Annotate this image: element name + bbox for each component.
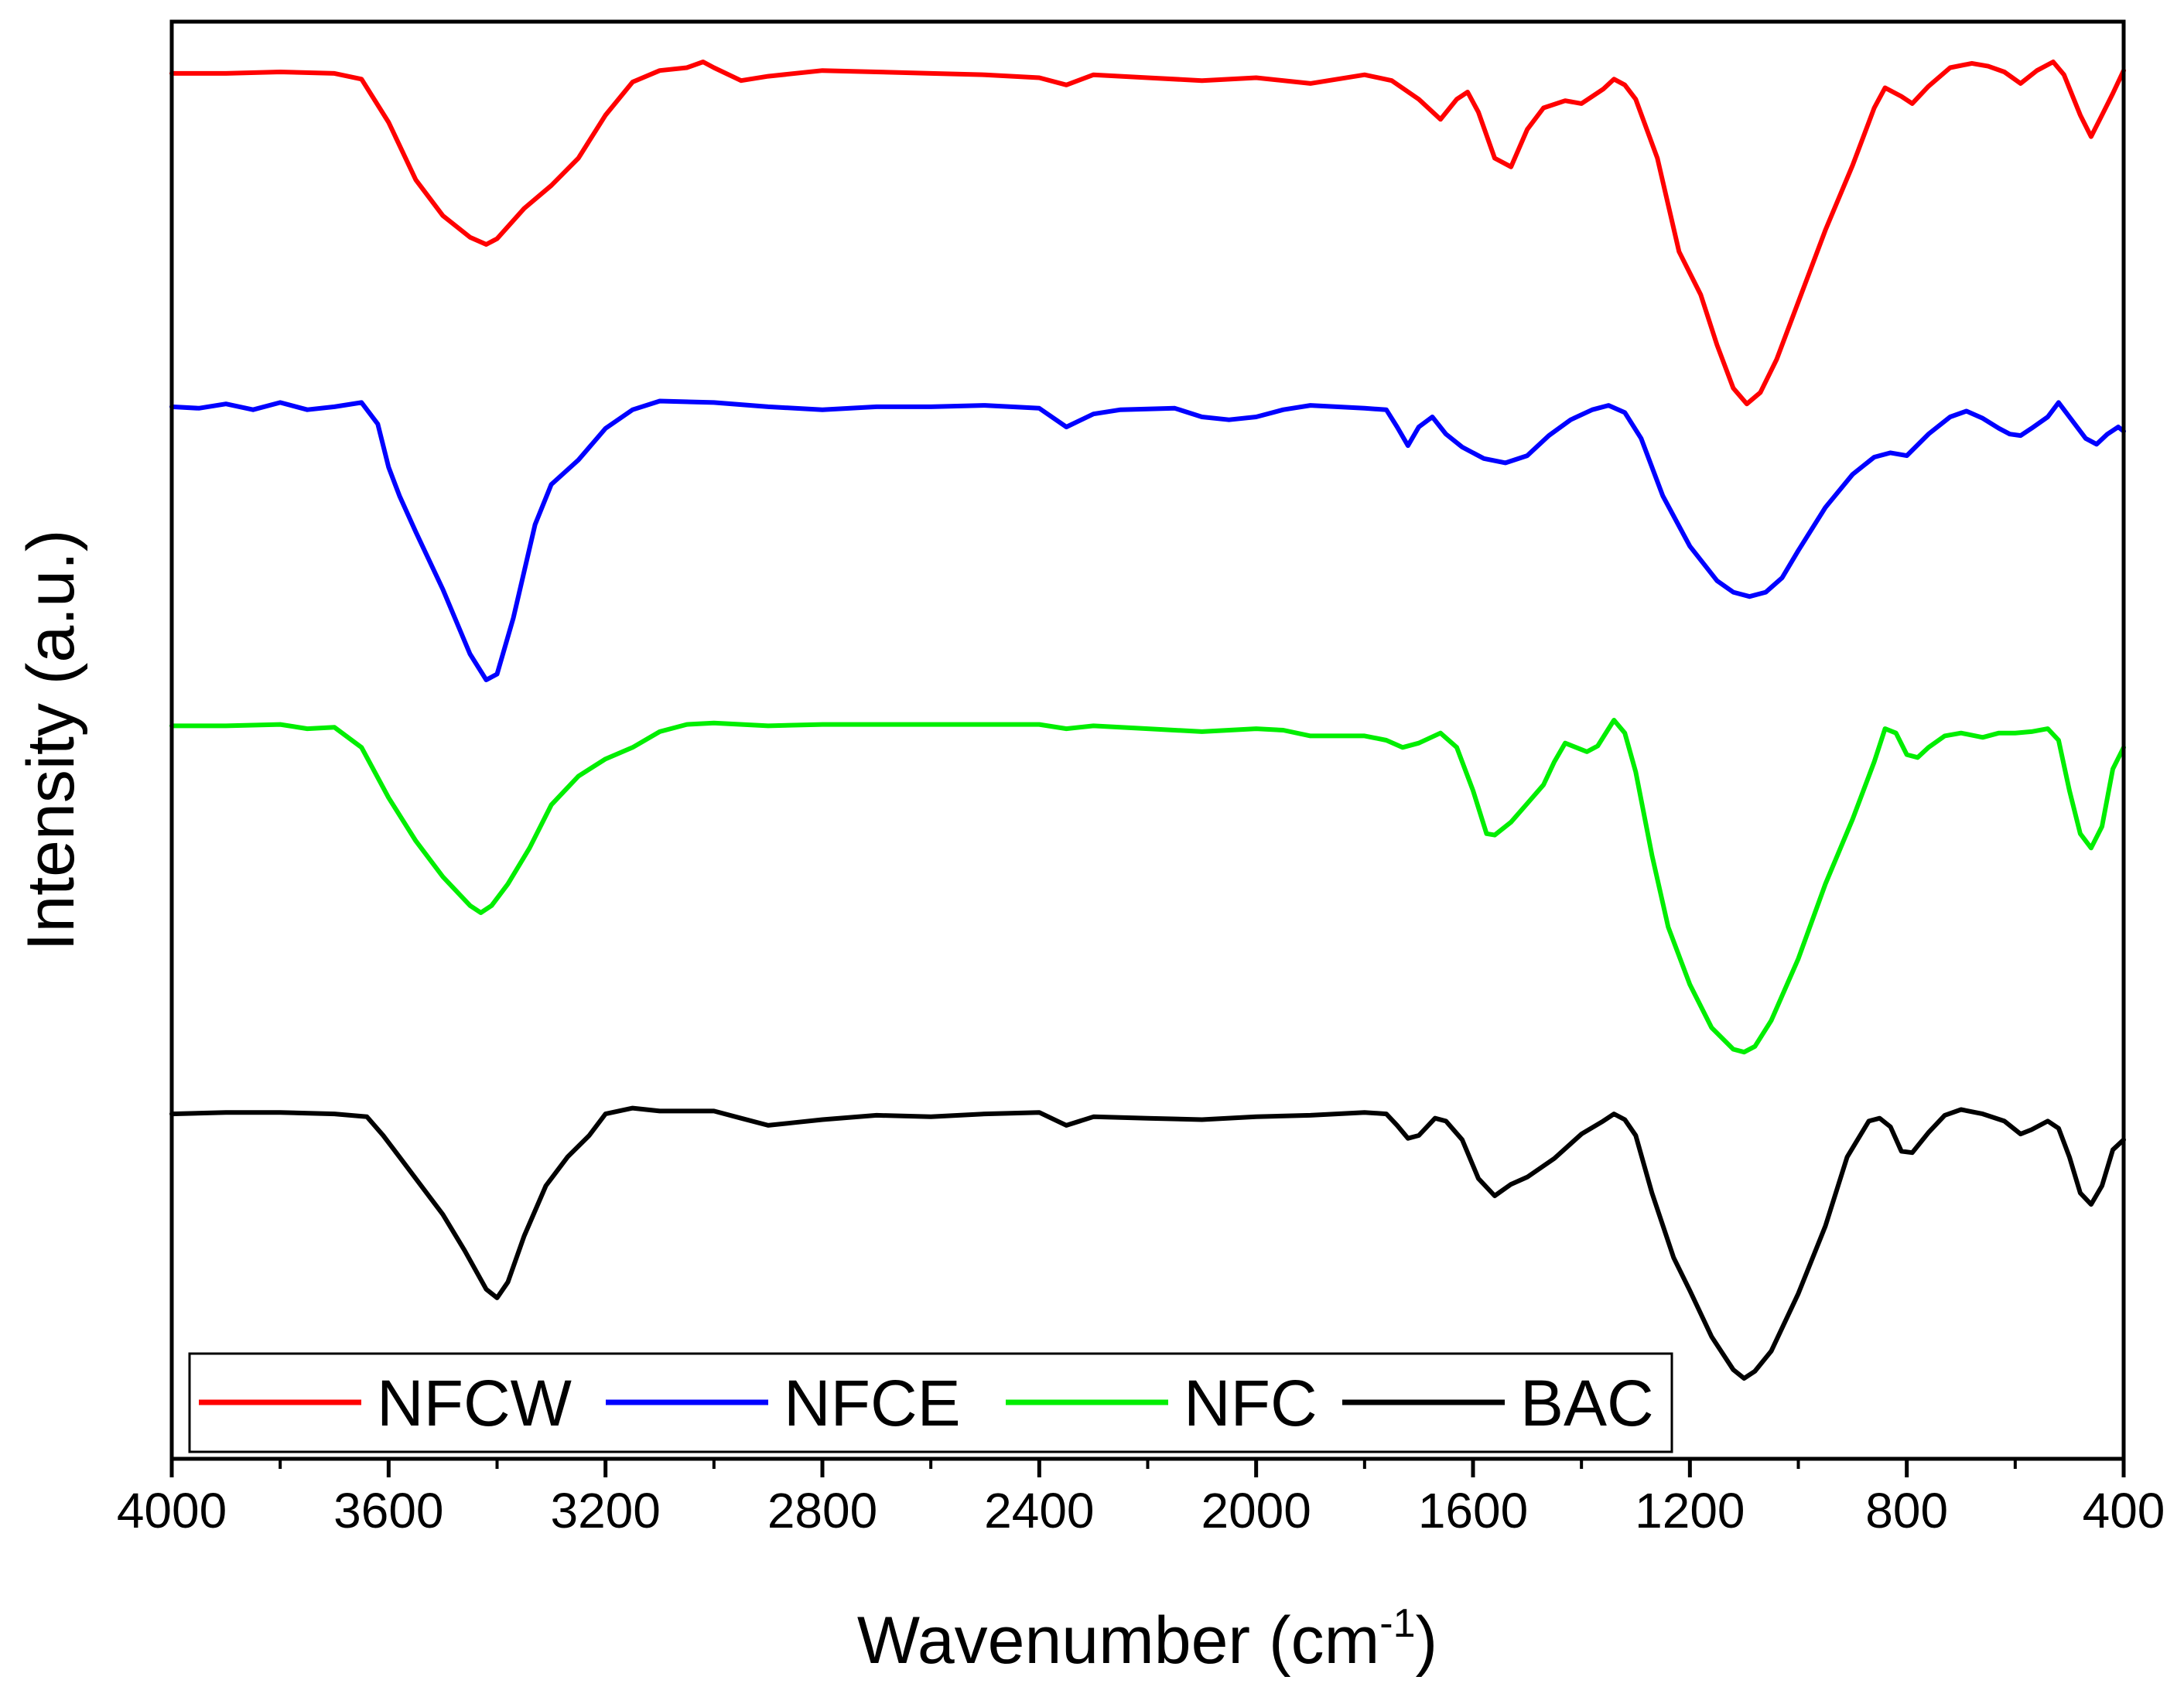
x-tick-label: 2000 <box>1201 1483 1311 1538</box>
series-line-nfcw <box>169 60 2126 407</box>
x-tick-label: 2800 <box>767 1483 877 1538</box>
x-tick-label: 4000 <box>117 1483 227 1538</box>
series-line-nfce <box>169 398 2126 682</box>
legend-label-nfcw: NFCW <box>377 1367 572 1439</box>
legend: NFCW NFCE NFC BAC <box>188 1352 1673 1453</box>
x-axis-title: Wavenumber (cm-1) <box>857 1601 1437 1678</box>
series-line-bac <box>169 1105 2126 1381</box>
x-axis-title-suffix: ) <box>1416 1603 1438 1678</box>
x-tick-label: 3600 <box>333 1483 443 1538</box>
x-axis-ticks: 4000 3600 3200 2800 2400 2000 1600 1200 800 400 <box>117 1459 2165 1538</box>
x-tick-label: 1200 <box>1635 1483 1745 1538</box>
legend-label-nfce: NFCE <box>784 1367 961 1439</box>
legend-label-bac: BAC <box>1520 1367 1654 1439</box>
x-tick-label: 2400 <box>984 1483 1094 1538</box>
x-tick-label: 400 <box>2083 1483 2165 1538</box>
x-axis-title-superscript: -1 <box>1379 1601 1415 1646</box>
series-layer <box>169 60 2126 1381</box>
x-axis-title-main: Wavenumber (cm <box>857 1603 1379 1678</box>
x-tick-label: 800 <box>1865 1483 1948 1538</box>
series-line-nfc <box>169 718 2126 1055</box>
legend-label-nfc: NFC <box>1184 1367 1318 1439</box>
x-tick-label: 3200 <box>550 1483 660 1538</box>
y-axis-title: Intensity (a.u.) <box>14 530 88 951</box>
x-tick-label: 1600 <box>1418 1483 1528 1538</box>
